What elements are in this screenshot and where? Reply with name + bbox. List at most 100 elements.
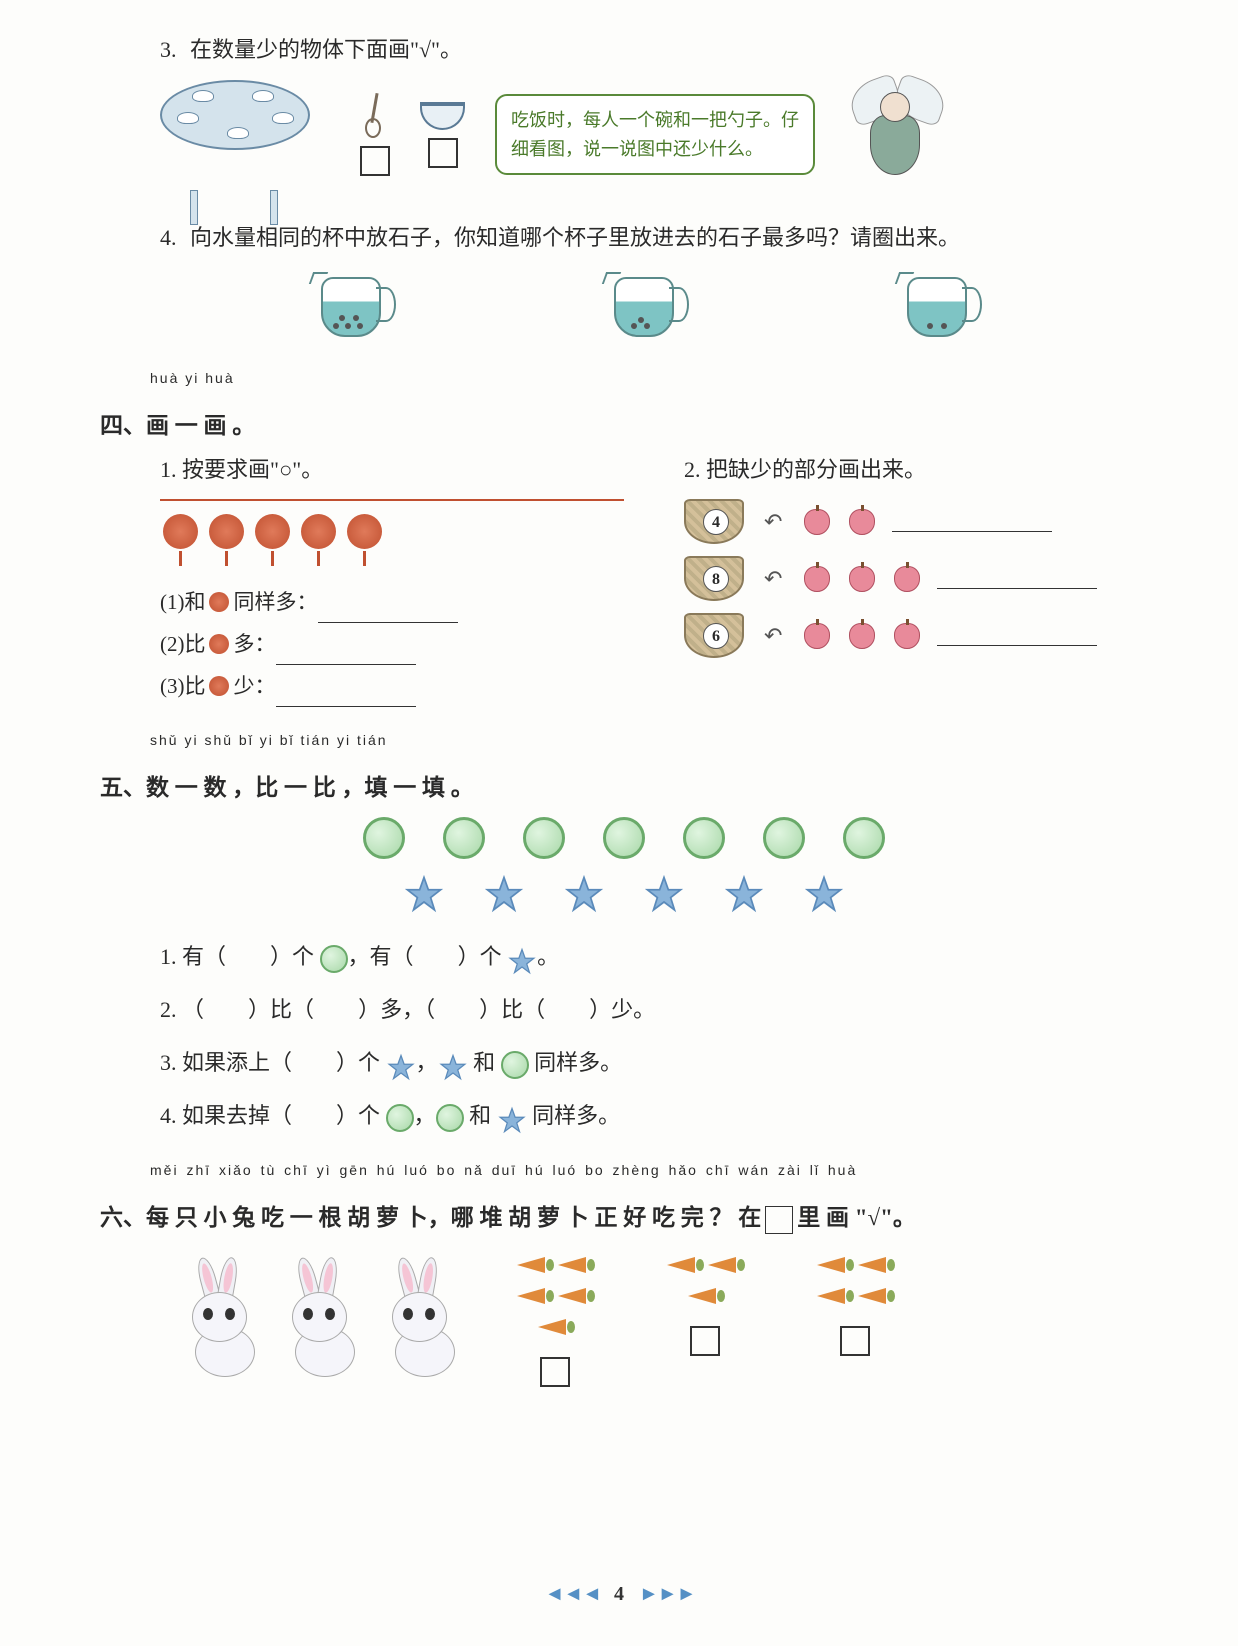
apple-icon	[849, 623, 875, 649]
apple-icon	[894, 623, 920, 649]
section6-content	[180, 1254, 1148, 1387]
apple-icon	[894, 566, 920, 592]
blank[interactable]	[937, 626, 1097, 646]
basket-icon: 6	[684, 613, 744, 658]
apple-icon	[849, 509, 875, 535]
jug-row	[220, 267, 1068, 342]
apple-icon	[804, 623, 830, 649]
section6-pinyin: měi zhī xiǎo tù chī yì gēn hú luó bo nǎ …	[150, 1162, 1148, 1178]
apple-icon	[804, 566, 830, 592]
q3-prompt: 在数量少的物体下面画"√"。	[190, 37, 462, 62]
jug-3[interactable]	[897, 267, 977, 342]
arrow-icon: ↶	[764, 509, 782, 535]
star-icon	[438, 1050, 468, 1080]
blank[interactable]	[937, 569, 1097, 589]
section6-title-1: 每 只 小 兔 吃 一 根 胡 萝 卜，哪 堆 胡 萝 卜 正 好 吃 完 ？ …	[146, 1205, 761, 1230]
carrot-checkbox[interactable]	[840, 1326, 870, 1356]
s5-q1: 1. 有（ ）个 ，有（ ）个 。	[160, 931, 1148, 984]
section4-q2: 2. 把缺少的部分画出来。 4↶8↶6↶	[684, 452, 1148, 707]
section4-head: 四、画 一 画 。	[100, 406, 1148, 440]
q4-num: 4.	[160, 218, 190, 258]
s4q1-sub3: (3)比少：	[160, 665, 624, 707]
s4q1-sub2: (2)比多：	[160, 623, 624, 665]
lantern-icon	[255, 506, 295, 561]
circle-icon	[603, 817, 645, 859]
jug-2[interactable]	[604, 267, 684, 342]
circle-icon	[683, 817, 725, 859]
bowl-option	[420, 102, 465, 168]
carrot-icon	[558, 1257, 593, 1277]
rabbit-icon	[280, 1267, 375, 1387]
apple-icon	[849, 566, 875, 592]
carrot-pile	[500, 1254, 610, 1387]
carrot-piles	[500, 1254, 910, 1387]
basket-icon: 8	[684, 556, 744, 601]
star-icon	[386, 1050, 416, 1080]
s4q1-sub1: (1)和同样多：	[160, 581, 624, 623]
q3-num: 3.	[160, 30, 190, 70]
star-icon	[483, 874, 525, 916]
s4q2-text: 2. 把缺少的部分画出来。	[684, 452, 1148, 484]
circle-icon	[443, 817, 485, 859]
section6-head: 六、每 只 小 兔 吃 一 根 胡 萝 卜，哪 堆 胡 萝 卜 正 好 吃 完 …	[100, 1198, 1148, 1234]
carrot-checkbox[interactable]	[690, 1326, 720, 1356]
blank-3[interactable]	[276, 687, 416, 707]
bowl-checkbox[interactable]	[428, 138, 458, 168]
star-icon	[723, 874, 765, 916]
inline-checkbox-icon	[765, 1206, 793, 1234]
circle-icon	[523, 817, 565, 859]
spoon-icon	[365, 93, 385, 138]
basket-row: 8↶	[684, 556, 1148, 601]
circle-icon	[320, 945, 348, 973]
carrot-checkbox[interactable]	[540, 1357, 570, 1387]
lantern-icon	[301, 506, 341, 561]
question-4: 4.向水量相同的杯中放石子，你知道哪个杯子里放进去的石子最多吗？请圈出来。	[100, 218, 1148, 343]
section5-title: 数 一 数 ，比 一 比 ，填 一 填 。	[146, 775, 474, 800]
question-3: 3.在数量少的物体下面画"√"。 吃饭时，每人一个碗和一把勺子。仔细	[100, 30, 1148, 190]
page-footer: ◄ ◄ ◄ 4 ► ► ►	[545, 1583, 694, 1606]
speech-bubble: 吃饭时，每人一个碗和一把勺子。仔细看图，说一说图中还少什么。	[495, 94, 815, 176]
carrot-icon	[817, 1288, 852, 1308]
footer-arrow-left: ◄ ◄ ◄	[545, 1583, 599, 1605]
s4q2-num: 2.	[684, 457, 701, 482]
carrot-icon	[517, 1257, 552, 1277]
circle-icon	[843, 817, 885, 859]
s5-q2: 2. （ ）比（ ）多，（ ）比（ ）少。	[160, 984, 1148, 1037]
spoon-checkbox[interactable]	[360, 146, 390, 176]
blank-1[interactable]	[318, 603, 458, 623]
circle-row	[100, 817, 1148, 859]
arrow-icon: ↶	[764, 623, 782, 649]
s4q1-num: 1.	[160, 457, 177, 482]
q3-images: 吃饭时，每人一个碗和一把勺子。仔细看图，说一说图中还少什么。	[160, 80, 1148, 190]
arrow-icon: ↶	[764, 566, 782, 592]
s4q1-prompt: 按要求画"○"。	[182, 457, 323, 482]
blank-2[interactable]	[276, 645, 416, 665]
circle-icon	[763, 817, 805, 859]
carrot-icon	[538, 1319, 573, 1339]
rabbit-icon	[380, 1267, 475, 1387]
carrot-icon	[558, 1288, 593, 1308]
star-icon	[803, 874, 845, 916]
section-5: shǔ yi shǔ bǐ yi bǐ tián yi tián 五、数 一 数…	[100, 732, 1148, 1142]
fairy-illustration	[845, 80, 945, 190]
s4q2-prompt: 把缺少的部分画出来。	[706, 457, 926, 482]
section-6: měi zhī xiǎo tù chī yì gēn hú luó bo nǎ …	[100, 1162, 1148, 1387]
carrot-icon	[667, 1257, 702, 1277]
q3-text: 3.在数量少的物体下面画"√"。	[160, 30, 1148, 70]
section4-title: 画 一 画 。	[146, 413, 255, 438]
table-illustration	[160, 80, 330, 190]
lantern-icon	[347, 506, 387, 561]
blank[interactable]	[892, 512, 1052, 532]
star-icon	[403, 874, 445, 916]
basket-row: 6↶	[684, 613, 1148, 658]
s5-q3: 3. 如果添上（ ）个 ， 和 同样多。	[160, 1037, 1148, 1090]
section4-columns: 1. 按要求画"○"。 (1)和同样多： (2)比多： (3)比少： 2. 把缺…	[160, 452, 1148, 707]
q4-prompt: 向水量相同的杯中放石子，你知道哪个杯子里放进去的石子最多吗？请圈出来。	[190, 225, 960, 250]
apple-icon	[804, 509, 830, 535]
section4-q1: 1. 按要求画"○"。 (1)和同样多： (2)比多： (3)比少：	[160, 452, 624, 707]
section4-pinyin: huà yi huà	[150, 370, 1148, 386]
lantern-icon	[209, 506, 249, 561]
rabbit-row	[180, 1267, 475, 1387]
jug-1[interactable]	[311, 267, 391, 342]
carrot-icon	[858, 1257, 893, 1277]
